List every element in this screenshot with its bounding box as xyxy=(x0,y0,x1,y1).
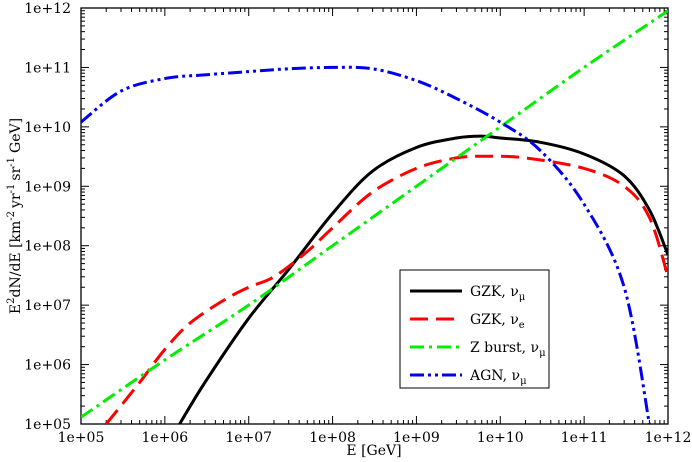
y-axis-title: E2dN/dE [km-2yr-1sr-1GeV] xyxy=(6,118,24,314)
y-axis-title-mid: dN/dE [km xyxy=(8,221,24,298)
y-tick-label: 1e+07 xyxy=(24,298,71,314)
x-tick-label: 1e+07 xyxy=(225,430,272,446)
y-axis-title-yr-sup: -1 xyxy=(6,184,17,194)
legend-label-2: GZK, νe xyxy=(470,312,525,331)
series-line-2 xyxy=(105,154,668,424)
legend: GZK, νμ GZK, νe Z burst, νμ AGN, νμ xyxy=(399,269,550,389)
series-line-1 xyxy=(178,134,668,424)
y-tick-label: 1e+11 xyxy=(24,60,71,76)
x-tick-label: 1e+09 xyxy=(393,430,440,446)
y-tick-label: 1e+12 xyxy=(24,1,71,17)
x-tick-label: 1e+06 xyxy=(141,430,188,446)
y-tick-label: 1e+10 xyxy=(24,120,71,136)
y-axis-title-yr: yr xyxy=(8,193,24,209)
y-tick-label: 1e+06 xyxy=(24,358,71,374)
x-axis-title: E [GeV] xyxy=(346,443,401,459)
y-axis-title-sr: sr xyxy=(8,166,24,180)
series-lines xyxy=(81,9,668,424)
x-tick-label: 1e+11 xyxy=(561,430,608,446)
series-line-4 xyxy=(81,65,651,424)
y-axis-title-sr-sup: -1 xyxy=(6,157,17,167)
legend-label-4: AGN, νμ xyxy=(469,368,527,387)
x-tick-label: 1e+08 xyxy=(309,430,356,446)
y-tick-label: 1e+08 xyxy=(24,239,71,255)
x-tick-label: 1e+05 xyxy=(58,430,105,446)
legend-label-3: Z burst, νμ xyxy=(470,340,546,359)
legend-label-1: GZK, νμ xyxy=(470,284,526,303)
y-axis-title-gev: GeV] xyxy=(8,118,24,153)
y-tick-label: 1e+05 xyxy=(24,417,71,433)
y-tick-label: 1e+09 xyxy=(24,179,71,195)
y-axis-title-km-sup: -2 xyxy=(6,211,17,221)
y-axis-title-e: E xyxy=(8,304,24,314)
x-tick-label: 1e+12 xyxy=(645,430,692,446)
y-axis-title-e-sup: 2 xyxy=(6,297,17,303)
y-tick-labels: 1e+05 1e+06 1e+07 1e+08 1e+09 1e+10 1e+11 1e+12 xyxy=(24,1,71,433)
plot-area xyxy=(80,7,669,425)
x-tick-labels: 1e+05 1e+06 1e+07 1e+08 1e+09 1e+10 1e+11 1e+12 xyxy=(58,430,692,446)
x-tick-label: 1e+10 xyxy=(477,430,524,446)
series-line-3 xyxy=(81,9,668,419)
